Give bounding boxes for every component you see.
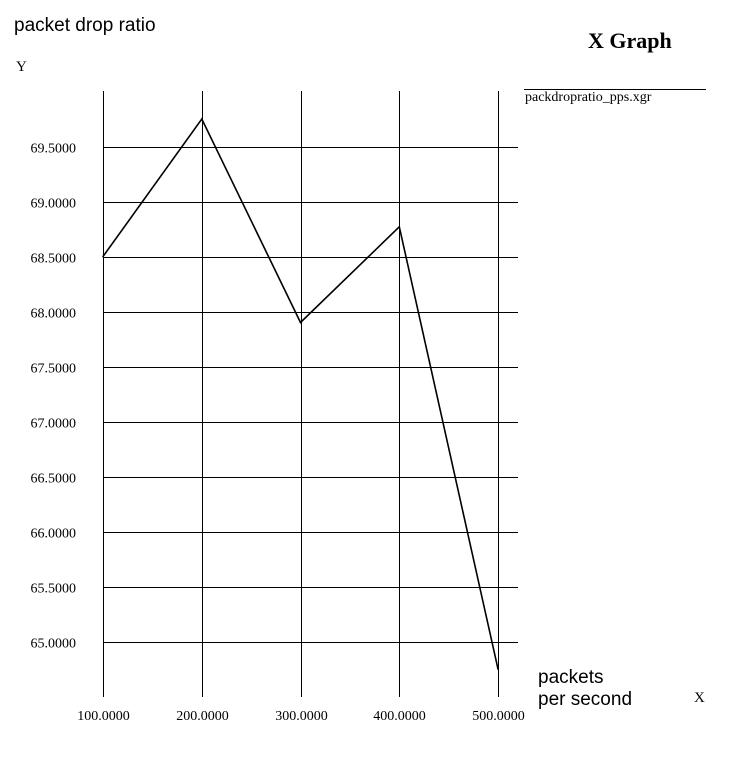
y-tick-label: 67.0000 (31, 417, 77, 432)
data-point (200, 118, 203, 120)
x-axis-title: packets per second (538, 667, 633, 710)
y-tick-label: 65.5000 (31, 582, 77, 597)
y-tick-label: 68.0000 (31, 307, 77, 322)
data-point (398, 226, 401, 228)
x-tick-label: 500.0000 (472, 709, 525, 724)
series-line (102, 117, 499, 670)
x-tick-label: 300.0000 (275, 709, 328, 724)
y-tick-label: 69.0000 (31, 197, 77, 212)
y-tick-label: 66.0000 (31, 527, 77, 542)
x-tick-label: 100.0000 (77, 709, 130, 724)
x-tick-label: 200.0000 (176, 709, 229, 724)
y-axis-letter: Y (16, 59, 27, 75)
data-point (497, 668, 499, 670)
legend-label: packdropratio_pps.xgr (525, 90, 652, 105)
data-point (102, 255, 104, 258)
y-tick-label: 68.5000 (31, 252, 77, 267)
x-tick-label: 400.0000 (373, 709, 426, 724)
y-tick-label: 65.0000 (31, 637, 77, 652)
y-tick-label: 67.5000 (31, 362, 77, 377)
legend-line-sample (524, 89, 706, 90)
window-title: X Graph (588, 28, 672, 53)
x-axis-letter: X (694, 690, 705, 706)
data-point (299, 321, 302, 324)
y-axis-title: packet drop ratio (14, 15, 156, 36)
y-tick-label: 66.5000 (31, 472, 77, 487)
y-tick-label: 69.5000 (31, 142, 77, 157)
